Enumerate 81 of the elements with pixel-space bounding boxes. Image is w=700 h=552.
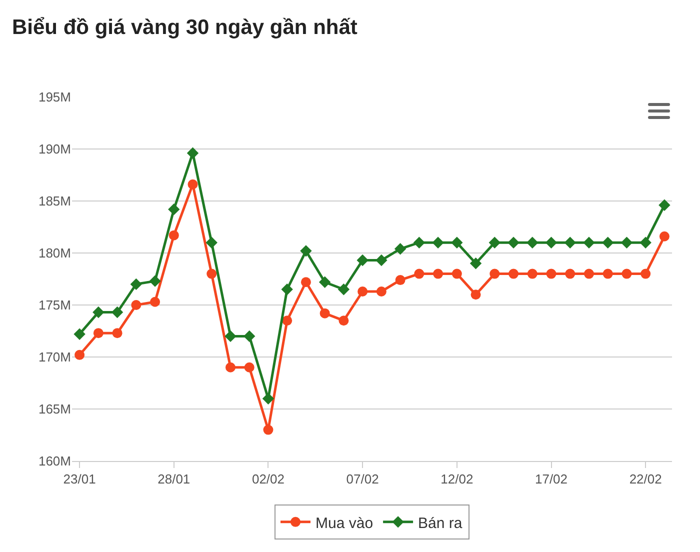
x-tick-label: 17/02 — [534, 472, 568, 487]
point — [74, 350, 85, 360]
point — [584, 268, 594, 279]
point — [620, 236, 633, 248]
point — [168, 203, 180, 216]
legend-label: Mua vào — [316, 514, 374, 532]
point — [131, 300, 142, 310]
point — [74, 328, 86, 340]
chart-title: Biểu đồ giá vàng 30 ngày gần nhất — [12, 16, 358, 40]
point — [414, 268, 424, 279]
point — [376, 286, 386, 296]
point — [149, 275, 161, 287]
point — [112, 328, 122, 338]
point — [452, 268, 462, 279]
point — [470, 290, 481, 300]
point — [508, 268, 519, 279]
point — [508, 236, 520, 248]
y-tick-label: 180M — [38, 246, 71, 261]
point — [413, 236, 426, 248]
point — [659, 231, 670, 242]
y-tick-label: 165M — [38, 402, 71, 417]
point — [168, 230, 179, 240]
x-tick-label: 12/02 — [440, 472, 474, 487]
point — [111, 306, 124, 318]
point — [206, 236, 218, 248]
point — [150, 296, 160, 307]
point — [186, 147, 199, 160]
point — [470, 258, 482, 270]
x-tick-label: 02/02 — [252, 472, 285, 487]
y-tick-label: 195M — [38, 90, 71, 105]
point — [490, 268, 500, 279]
point — [432, 236, 444, 248]
point — [92, 306, 104, 318]
point — [602, 236, 614, 248]
y-tick-label: 170M — [38, 350, 71, 365]
y-tick-label: 185M — [38, 194, 71, 209]
x-tick-label: 23/01 — [63, 472, 96, 487]
y-tick-label: 175M — [38, 298, 71, 313]
point — [394, 242, 406, 255]
point — [602, 268, 613, 279]
point — [320, 308, 330, 318]
point — [358, 286, 368, 296]
point — [488, 236, 500, 248]
x-tick-label: 28/01 — [158, 472, 190, 487]
point — [225, 362, 236, 372]
x-tick-label: 22/02 — [629, 472, 662, 487]
point — [93, 328, 104, 338]
y-tick-label: 190M — [38, 142, 71, 157]
point — [356, 254, 368, 266]
point — [282, 316, 292, 326]
point — [526, 236, 538, 248]
point — [546, 268, 556, 279]
point — [281, 284, 293, 296]
x-tick-label: 07/02 — [346, 472, 379, 487]
point — [622, 268, 632, 279]
point — [545, 236, 558, 248]
point — [433, 268, 444, 279]
point — [188, 179, 198, 190]
point — [395, 275, 406, 286]
point — [263, 424, 274, 435]
point — [338, 316, 349, 326]
point — [527, 268, 538, 279]
point — [318, 276, 331, 288]
legend-label: Bán ra — [418, 514, 463, 532]
point — [376, 254, 388, 266]
point — [658, 199, 670, 212]
point — [640, 236, 652, 248]
point — [224, 330, 236, 342]
point — [300, 245, 312, 257]
point — [338, 284, 350, 296]
point — [300, 277, 311, 288]
point — [640, 268, 651, 279]
point — [130, 278, 142, 290]
point — [206, 268, 217, 279]
y-tick-label: 160M — [38, 454, 71, 469]
point — [451, 236, 463, 248]
point — [244, 330, 256, 342]
point — [564, 236, 576, 248]
point — [244, 362, 254, 372]
point — [583, 236, 595, 248]
point — [565, 268, 576, 279]
